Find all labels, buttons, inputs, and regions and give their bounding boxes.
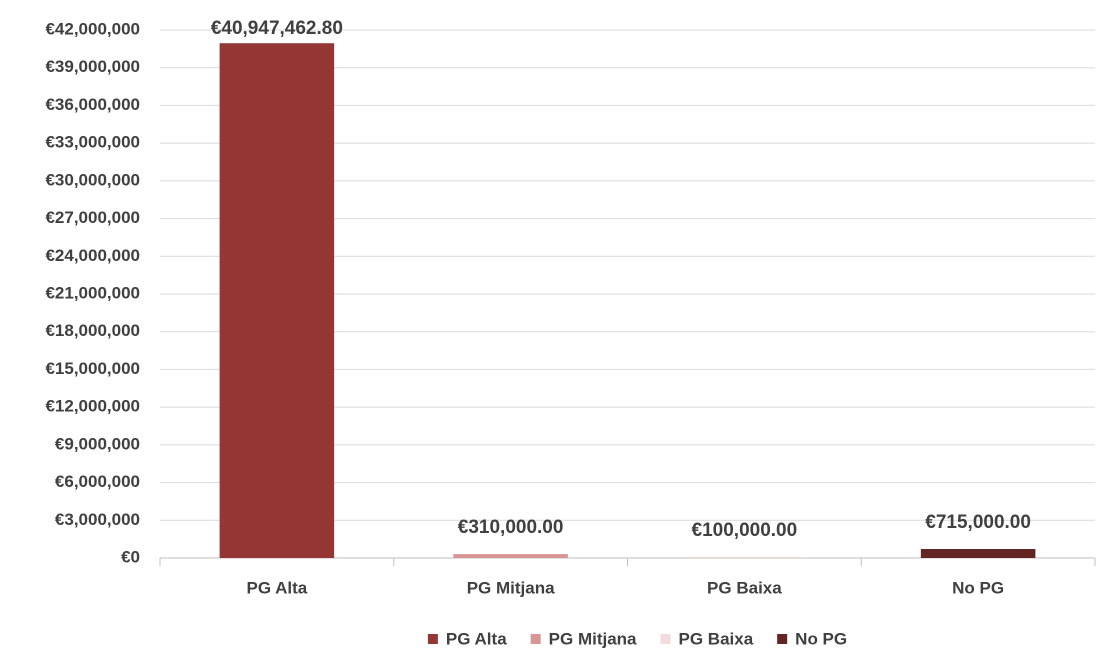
bar xyxy=(219,43,335,559)
y-tick-label: €21,000,000 xyxy=(45,283,140,302)
y-tick-label: €9,000,000 xyxy=(55,434,140,453)
legend-label: No PG xyxy=(795,629,847,648)
legend-label: PG Mitjana xyxy=(549,629,637,648)
y-tick-label: €6,000,000 xyxy=(55,472,140,491)
bar xyxy=(687,556,802,558)
legend-swatch xyxy=(530,634,541,644)
legend-swatch xyxy=(777,634,788,644)
legend-swatch xyxy=(660,634,671,644)
y-tick-label: €15,000,000 xyxy=(45,359,140,378)
y-tick-label: €18,000,000 xyxy=(45,321,140,340)
data-label: €310,000.00 xyxy=(458,517,564,538)
y-tick-label: €27,000,000 xyxy=(45,208,140,227)
x-tick-label: PG Alta xyxy=(246,578,307,597)
bar xyxy=(453,554,568,558)
legend-swatch xyxy=(427,634,438,644)
legend-label: PG Alta xyxy=(446,629,507,648)
data-label: €40,947,462.80 xyxy=(211,18,343,39)
data-label: €715,000.00 xyxy=(925,512,1031,533)
y-tick-label: €33,000,000 xyxy=(45,133,140,152)
y-tick-label: €30,000,000 xyxy=(45,170,140,189)
y-tick-label: €0 xyxy=(121,547,140,566)
data-label: €100,000.00 xyxy=(692,520,798,541)
y-tick-label: €36,000,000 xyxy=(45,95,140,114)
x-tick-label: PG Baixa xyxy=(707,578,782,597)
legend-label: PG Baixa xyxy=(679,629,754,648)
y-tick-label: €12,000,000 xyxy=(45,397,140,416)
y-tick-label: €3,000,000 xyxy=(55,510,140,529)
y-tick-label: €24,000,000 xyxy=(45,246,140,265)
x-tick-label: No PG xyxy=(952,578,1004,597)
y-tick-label: €42,000,000 xyxy=(45,19,140,38)
x-tick-label: PG Mitjana xyxy=(467,578,555,597)
bar xyxy=(920,549,1036,558)
y-tick-label: €39,000,000 xyxy=(45,57,140,76)
